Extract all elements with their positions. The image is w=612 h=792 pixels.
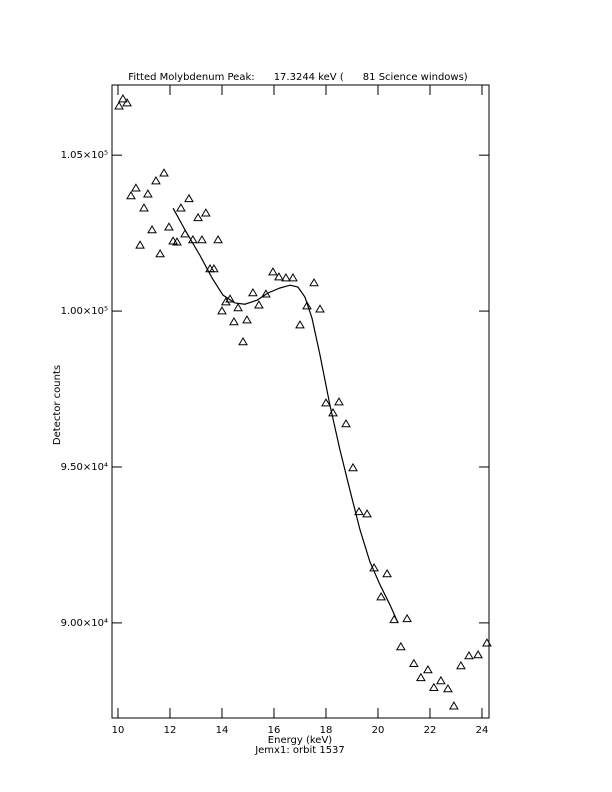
data-point [268,267,278,276]
data-point [159,168,169,177]
y-axis-label: Detector counts [52,365,63,445]
data-point [122,98,132,107]
data-point [229,316,239,326]
data-point [341,418,351,428]
x-tick-label: 22 [424,725,437,736]
data-point [147,225,157,234]
data-point [213,234,223,244]
data-point [274,272,284,281]
data-point [254,300,264,309]
data-point [155,249,165,258]
data-point [436,675,446,685]
data-point [423,664,433,674]
data-point [408,658,419,668]
data-point [242,315,252,324]
data-point [281,273,291,282]
data-point [315,304,325,313]
data-point [217,306,227,315]
data-point [248,287,258,297]
data-point [238,336,248,346]
x-tick-label: 16 [268,725,281,736]
x-tick-label: 10 [112,725,125,736]
data-point [449,701,459,710]
data-point [473,650,483,659]
data-point [334,397,344,406]
data-point [443,684,453,693]
data-point [295,320,305,329]
data-point [464,650,474,660]
data-point [288,273,298,282]
data-point [321,398,331,407]
subtitle: Jemx1: orbit 1537 [254,745,345,756]
data-point [126,191,136,200]
x-axis-label: Energy (keV) [268,735,333,746]
data-point [429,682,439,692]
data-point [200,208,211,217]
y-tick-label: 1.00×10⁵ [61,306,108,317]
data-point [164,222,174,231]
data-point [209,263,219,273]
data-point [382,568,392,578]
data-point [354,506,364,516]
y-tick-label: 9.50×10⁴ [61,462,108,473]
data-point [402,613,412,623]
chart-title: Fitted Molybdenum Peak: 17.3244 keV ( 81… [128,72,468,83]
x-tick-label: 12 [164,725,177,736]
data-point [139,203,149,212]
x-tick-label: 14 [216,725,229,736]
data-point [197,234,207,244]
data-point [348,462,358,472]
data-point [456,660,466,670]
x-tick-label: 24 [476,725,489,736]
y-tick-label: 1.05×10⁵ [61,150,108,161]
data-point [482,638,492,647]
x-tick-label: 18 [320,725,333,736]
data-point [135,240,145,249]
data-point [131,183,141,192]
data-point [118,94,128,103]
data-point [302,301,312,310]
data-point [309,278,319,287]
data-point [328,408,338,417]
data-point [184,193,194,203]
data-point [395,641,406,651]
data-point [172,237,182,246]
data-point [416,672,426,682]
y-tick-label: 9.00×10⁴ [61,618,108,629]
data-point [376,592,386,601]
x-tick-label: 20 [372,725,385,736]
data-point [143,189,153,198]
fit-line [172,207,399,624]
data-point [151,176,161,185]
data-point [362,509,372,518]
data-point [233,302,243,312]
data-point [193,212,203,222]
plot-frame [111,84,490,719]
data-point [114,101,124,110]
data-point [221,297,231,306]
data-point [176,203,186,212]
